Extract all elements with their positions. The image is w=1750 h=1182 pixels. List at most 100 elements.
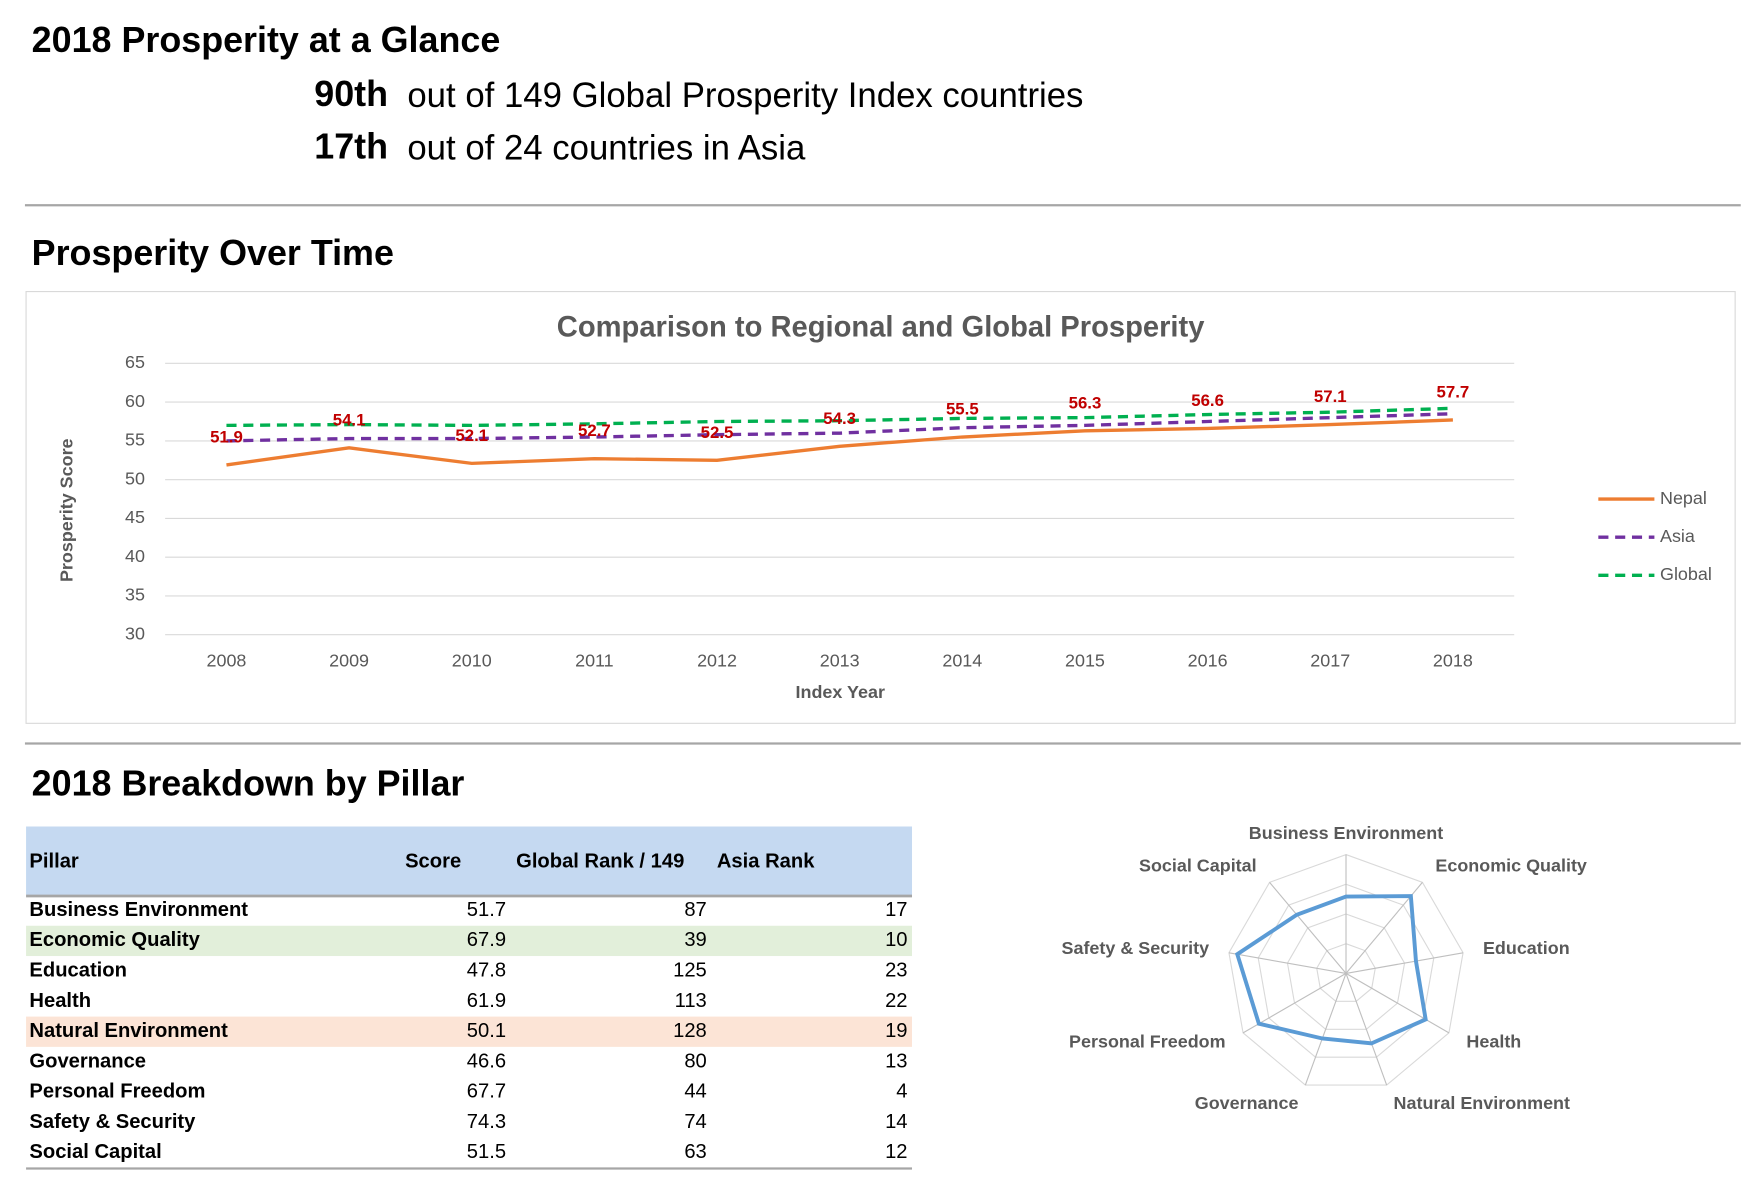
y-axis-label: Prosperity Score [56,438,76,582]
row-label: Business Environment [29,899,248,921]
row-label: Personal Freedom [29,1081,205,1103]
data-label: 54.3 [823,409,856,428]
row-label: Health [29,990,91,1012]
x-tick-label: 2009 [329,650,369,670]
table-cell: 22 [885,990,907,1012]
radar-grid [1228,853,1464,1086]
row-highlight [26,1016,913,1047]
table-cell: 80 [684,1050,706,1072]
data-label: 51.9 [210,427,243,446]
y-tick-label: 30 [125,623,145,643]
radar-label: Governance [1195,1093,1299,1113]
x-tick-label: 2008 [206,650,246,670]
series-line [226,406,1453,428]
table-cell: 17 [885,899,907,921]
row-highlight [26,925,913,957]
chart-title: Comparison to Regional and Global Prospe… [557,311,1205,343]
radar-spoke [1304,973,1347,1086]
x-tick-label: 2017 [1310,650,1350,670]
rank: 17th [314,127,388,167]
y-tick-label: 50 [125,468,145,488]
radar-label: Natural Environment [1394,1093,1570,1113]
chart-frame [25,291,1736,724]
radar-label: Safety & Security [1062,938,1210,958]
table-header: Global Rank / 149 [516,851,684,873]
legend-label: Nepal [1660,488,1707,508]
radar-spoke [1345,952,1464,974]
table-cell: 14 [885,1111,907,1133]
table-cell: 51.7 [467,899,506,921]
x-axis-label: Index Year [796,682,885,702]
x-tick-label: 2010 [452,650,492,670]
table-header: Asia Rank [717,851,815,873]
row-label: Education [29,959,127,981]
y-tick-label: 40 [125,546,145,566]
table-cell: 128 [673,1020,707,1042]
series-line [226,418,1453,467]
table-cell: 51.5 [467,1141,506,1163]
table-cell: 61.9 [467,990,506,1012]
table-cell: 125 [673,959,707,981]
data-label: 55.5 [946,400,979,419]
table-cell: 50.1 [467,1020,506,1042]
rank-text: out of 24 countries in Asia [407,129,806,167]
radar-label: Health [1466,1032,1521,1052]
rank: 90th [314,74,388,114]
table-cell: 74 [684,1111,706,1133]
y-tick-label: 35 [125,585,145,605]
x-tick-label: 2018 [1433,650,1473,670]
section-title: 2018 Breakdown by Pillar [32,764,465,804]
x-tick-label: 2011 [575,650,614,670]
legend-label: Asia [1660,526,1695,546]
table-cell: 10 [885,929,907,951]
table-cell: 67.7 [467,1081,506,1103]
table-cell: 46.6 [467,1050,506,1072]
row-label: Safety & Security [29,1111,196,1133]
x-tick-label: 2015 [1065,650,1105,670]
table-cell: 113 [675,990,707,1012]
radar-spoke [1345,972,1450,1034]
series-line [226,412,1453,443]
radar-label: Social Capital [1139,856,1257,876]
table-header-bg [26,826,913,895]
data-label: 57.1 [1314,387,1347,406]
data-label: 56.3 [1069,393,1102,412]
row-label: Governance [29,1050,146,1072]
table-cell: 44 [684,1081,706,1103]
radar-spoke [1345,973,1388,1086]
table-header: Pillar [29,851,78,873]
radar-label: Education [1483,938,1570,958]
row-label: Natural Environment [29,1020,228,1042]
y-tick-label: 60 [125,391,145,411]
radar-label: Economic Quality [1435,856,1587,876]
x-tick-label: 2013 [820,650,860,670]
data-label: 52.7 [578,421,611,440]
data-label: 57.7 [1437,382,1470,401]
table-cell: 39 [684,929,706,951]
x-tick-label: 2014 [942,650,982,670]
table-cell: 12 [885,1141,907,1163]
data-label: 52.5 [701,423,734,442]
rank-text: out of 149 Global Prosperity Index count… [407,77,1083,115]
radar-label: Personal Freedom [1069,1032,1226,1052]
row-label: Social Capital [29,1141,161,1163]
data-label: 54.1 [333,410,366,429]
radar-label: Business Environment [1249,823,1443,843]
table-cell: 13 [885,1050,907,1072]
radar-series [1234,894,1428,1046]
radar-grid [1316,943,1376,1002]
data-label: 56.6 [1191,391,1224,410]
table-cell: 63 [684,1141,706,1163]
x-tick-label: 2016 [1188,650,1228,670]
y-tick-label: 65 [125,352,145,372]
data-label: 52.1 [455,426,488,445]
table-cell: 23 [885,959,907,981]
radar-grid [1286,913,1406,1030]
section-title: Prosperity Over Time [32,233,394,273]
radar-spoke [1269,881,1347,974]
row-label: Economic Quality [29,929,200,951]
table-cell: 74.3 [467,1111,506,1133]
radar-spoke [1228,952,1347,974]
